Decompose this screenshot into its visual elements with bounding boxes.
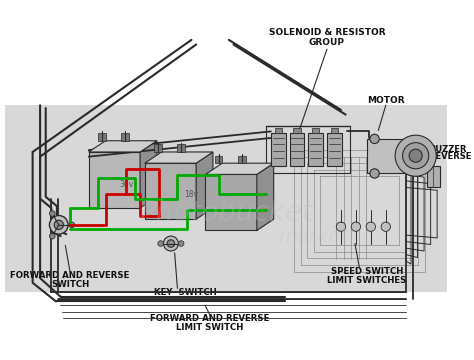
Polygon shape [89, 152, 140, 208]
Bar [5, 105, 447, 292]
Bar [312, 128, 319, 133]
Polygon shape [145, 152, 213, 163]
Polygon shape [140, 141, 157, 208]
Polygon shape [205, 163, 273, 174]
Bar [274, 128, 282, 133]
Text: KEY  SWITCH: KEY SWITCH [154, 288, 216, 297]
Circle shape [409, 149, 422, 162]
Circle shape [158, 241, 164, 246]
Text: FORWARD AND REVERSE: FORWARD AND REVERSE [10, 271, 130, 280]
Circle shape [402, 143, 429, 169]
Text: BUZZER: BUZZER [430, 145, 467, 154]
Circle shape [167, 240, 174, 247]
Text: FORWARD AND REVERSE: FORWARD AND REVERSE [150, 314, 270, 323]
Circle shape [370, 169, 379, 178]
Bar [308, 133, 323, 166]
Bar [215, 156, 222, 163]
Circle shape [366, 222, 375, 231]
Bar [271, 133, 286, 166]
Bar [327, 133, 342, 166]
Text: LIMIT SWITCH: LIMIT SWITCH [176, 323, 244, 332]
Polygon shape [257, 163, 273, 230]
Circle shape [49, 216, 68, 234]
Circle shape [351, 222, 361, 231]
Text: REVERSE: REVERSE [430, 152, 472, 161]
Circle shape [381, 222, 391, 231]
Text: 36v: 36v [119, 180, 133, 189]
Bar [154, 144, 162, 152]
Circle shape [49, 233, 55, 239]
Circle shape [336, 222, 346, 231]
Text: 18v: 18v [184, 189, 199, 198]
Circle shape [54, 220, 64, 230]
Bar [427, 166, 440, 186]
Bar [238, 156, 246, 163]
Bar [331, 128, 338, 133]
Text: market: market [278, 226, 348, 246]
Polygon shape [205, 174, 257, 230]
Circle shape [69, 222, 75, 228]
Circle shape [370, 134, 379, 144]
Text: Photobucket: Photobucket [139, 199, 313, 227]
Text: MOTOR: MOTOR [367, 96, 405, 105]
Circle shape [178, 241, 184, 246]
Bar [98, 133, 106, 141]
Polygon shape [145, 163, 196, 219]
Circle shape [49, 211, 55, 216]
Polygon shape [367, 139, 416, 174]
Text: SOLENOID & RESISTOR: SOLENOID & RESISTOR [269, 28, 385, 37]
Bar [290, 133, 304, 166]
Bar [121, 133, 129, 141]
Text: SPEED SWITCH: SPEED SWITCH [331, 267, 403, 276]
Circle shape [164, 236, 178, 251]
Text: SWITCH: SWITCH [51, 280, 89, 289]
Polygon shape [89, 141, 157, 152]
Text: GROUP: GROUP [309, 38, 345, 47]
Bar [177, 144, 185, 152]
Bar [293, 128, 301, 133]
Text: LIMIT SWITCHES: LIMIT SWITCHES [328, 276, 407, 285]
Circle shape [395, 135, 436, 176]
Polygon shape [196, 152, 213, 219]
